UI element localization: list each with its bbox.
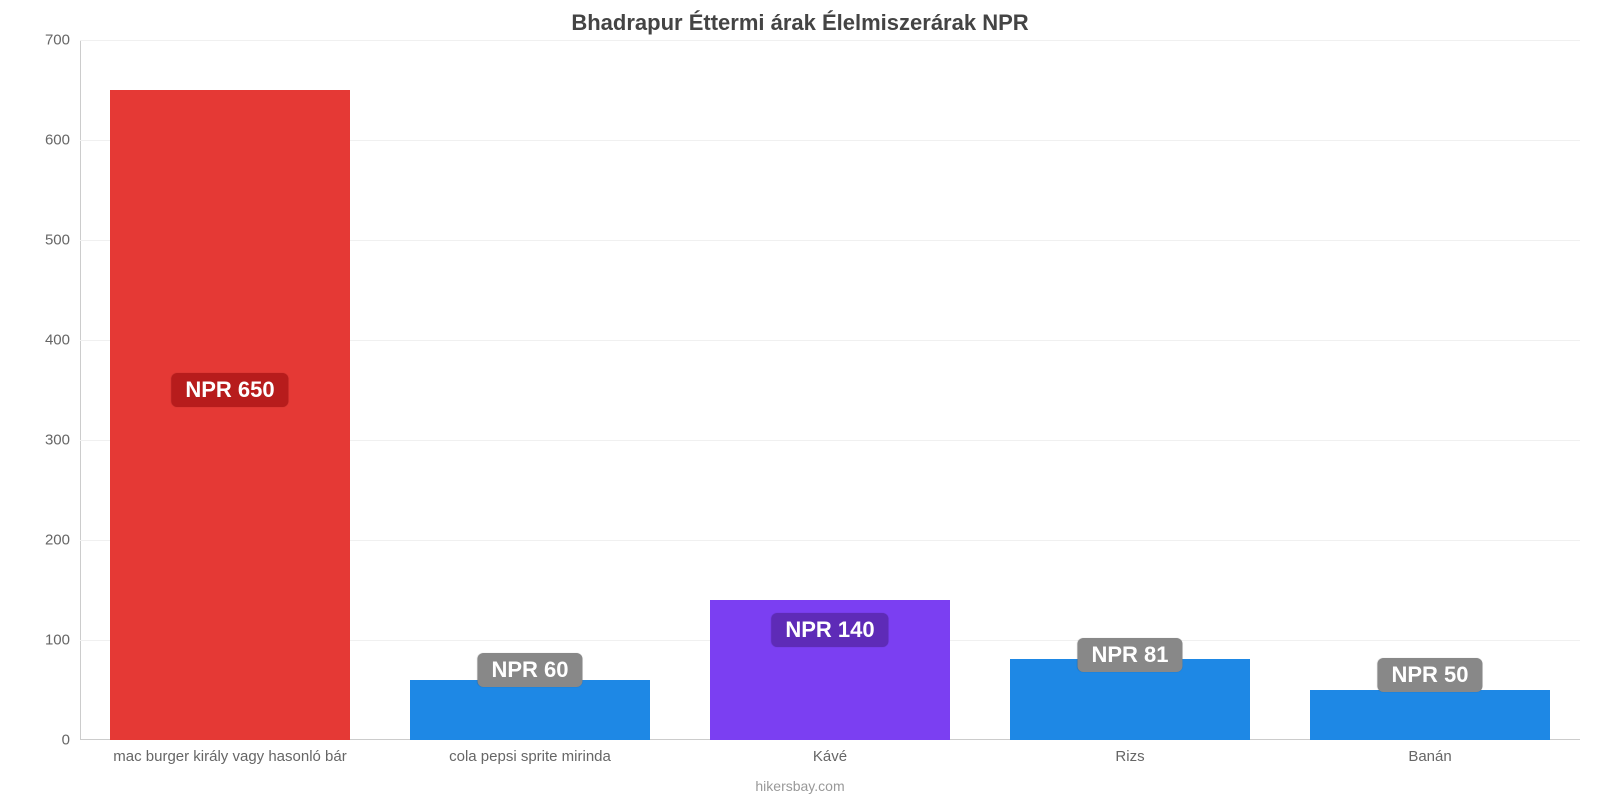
value-label: NPR 650 [171, 373, 288, 407]
source-caption: hikersbay.com [0, 778, 1600, 794]
y-tick-label: 400 [10, 332, 70, 349]
bar [410, 680, 650, 740]
y-tick-label: 200 [10, 532, 70, 549]
value-label: NPR 140 [771, 613, 888, 647]
value-label: NPR 81 [1077, 638, 1182, 672]
chart-title: Bhadrapur Éttermi árak Élelmiszerárak NP… [0, 10, 1600, 36]
bar [1310, 690, 1550, 740]
y-tick-label: 100 [10, 632, 70, 649]
y-tick-label: 300 [10, 432, 70, 449]
gridline [80, 40, 1580, 41]
x-tick-label: mac burger király vagy hasonló bár [113, 748, 346, 765]
plot-area: 0100200300400500600700mac burger király … [80, 40, 1580, 740]
y-tick-label: 700 [10, 32, 70, 49]
x-tick-label: Kávé [813, 748, 847, 765]
bar [110, 90, 350, 740]
y-tick-label: 600 [10, 132, 70, 149]
value-label: NPR 50 [1377, 658, 1482, 692]
y-tick-label: 500 [10, 232, 70, 249]
y-tick-label: 0 [10, 732, 70, 749]
x-tick-label: Banán [1408, 748, 1451, 765]
value-label: NPR 60 [477, 653, 582, 687]
x-tick-label: cola pepsi sprite mirinda [449, 748, 611, 765]
y-axis-line [80, 40, 81, 740]
x-tick-label: Rizs [1115, 748, 1144, 765]
